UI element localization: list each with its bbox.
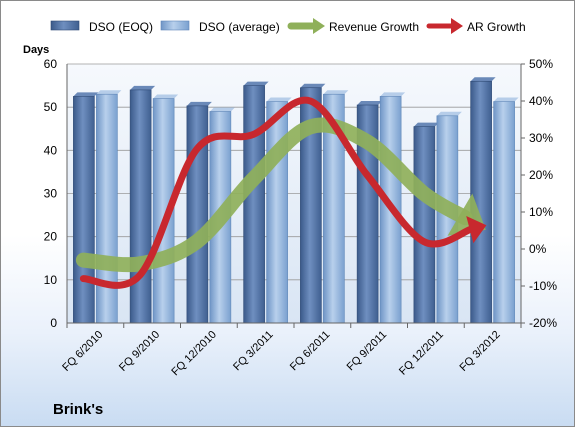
bar-top-dso-eoq — [73, 92, 99, 97]
legend-label-dso-eoq: DSO (EOQ) — [89, 20, 153, 34]
legend-label-ar-growth: AR Growth — [467, 20, 526, 34]
x-tick-label: FQ 6/2011 — [288, 329, 333, 374]
company-name: Brink's — [53, 401, 104, 418]
legend-arrow-ar-growth — [451, 18, 463, 34]
legend-label-dso-average: DSO (average) — [199, 20, 280, 34]
y2-tick-label: 40% — [529, 94, 553, 108]
y-axis-label: Days — [23, 44, 49, 56]
y2-tick-label: 10% — [529, 205, 553, 219]
arrowhead-ar-growth — [466, 215, 487, 244]
bar-top-dso-average — [96, 90, 122, 95]
bar-dso-eoq — [73, 96, 95, 324]
legend-arrow-revenue-growth — [313, 18, 325, 34]
line-series — [75, 96, 487, 289]
bar-top-dso-eoq — [470, 77, 496, 82]
y2-tick-label: 50% — [529, 57, 553, 71]
bar-top-dso-average — [380, 92, 406, 97]
x-tick-label: FQ 6/2010 — [60, 329, 105, 374]
y2-tick-label: -10% — [529, 279, 557, 293]
bar-dso-average — [266, 101, 288, 324]
bar-top-dso-average — [323, 90, 349, 95]
y2-tick-label: 20% — [529, 168, 553, 182]
legend: DSO (EOQ) DSO (average) Revenue Growth AR G… — [50, 18, 526, 34]
legend-swatch-dso-eoq — [50, 20, 80, 31]
bar-top-dso-eoq — [413, 122, 439, 127]
y2-tick-label: 0% — [529, 242, 547, 256]
y-tick-label: 10 — [44, 273, 58, 287]
bar-dso-eoq — [243, 85, 265, 324]
bar-dso-eoq — [129, 89, 152, 324]
bar-top-dso-eoq — [130, 85, 156, 90]
y-tick-label: 30 — [44, 187, 58, 201]
y-tick-label: 40 — [44, 143, 58, 157]
bar-top-dso-average — [209, 107, 235, 112]
legend-swatch-dso-average — [160, 20, 190, 31]
line-ar-growth — [79, 96, 475, 289]
x-tick-label: FQ 9/2010 — [117, 329, 162, 374]
x-tick-label: FQ 9/2011 — [345, 329, 390, 374]
y2-tick-label: -20% — [529, 316, 557, 330]
bar-top-dso-average — [153, 94, 179, 99]
x-tick-label: FQ 3/2012 — [458, 329, 503, 374]
bar-top-dso-average — [266, 97, 292, 102]
x-tick-label: FQ 12/2010 — [169, 329, 219, 379]
y-tick-label: 0 — [50, 316, 57, 330]
y2-tick-label: 30% — [529, 131, 553, 145]
bar-top-dso-eoq — [186, 101, 212, 106]
y-tick-label: 20 — [44, 230, 58, 244]
bar-top-dso-eoq — [357, 101, 383, 106]
legend-label-revenue-growth: Revenue Growth — [329, 20, 419, 34]
bar-dso-eoq — [413, 126, 436, 324]
x-tick-label: FQ 3/2011 — [231, 329, 276, 374]
x-tick-label: FQ 12/2011 — [397, 329, 446, 378]
bar-top-dso-average — [436, 111, 462, 116]
bar-top-dso-eoq — [243, 81, 269, 86]
bar-top-dso-average — [493, 97, 519, 102]
y-tick-label: 60 — [44, 57, 58, 71]
bar-top-dso-eoq — [300, 83, 326, 88]
bar-dso-average — [493, 101, 515, 324]
y-tick-label: 50 — [44, 100, 58, 114]
